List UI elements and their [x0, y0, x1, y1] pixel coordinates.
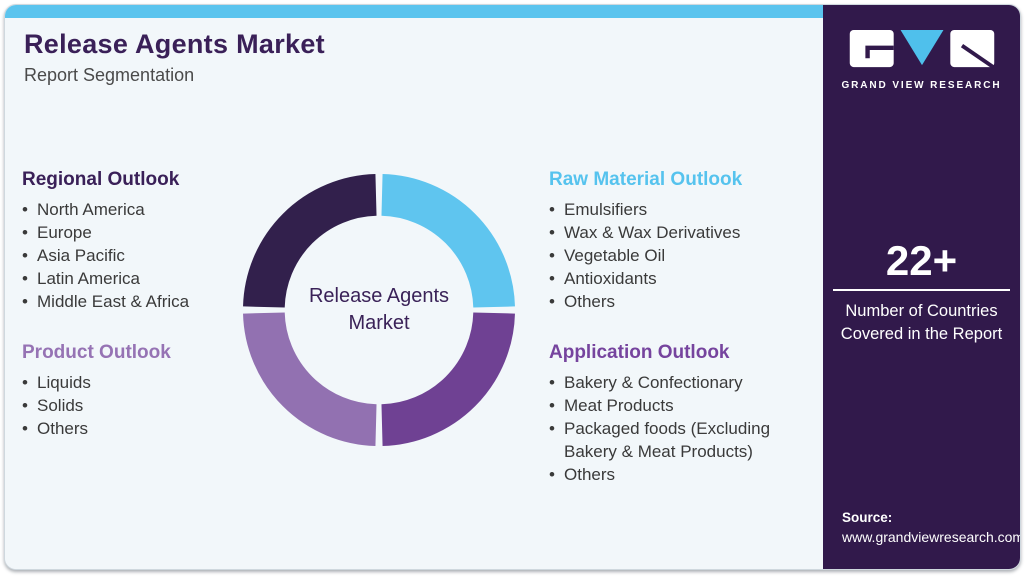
- section-list-product: Liquids Solids Others: [22, 371, 250, 440]
- list-item: Others: [549, 463, 811, 486]
- brand-name: GRAND VIEW RESEARCH: [841, 80, 1002, 91]
- list-item: North America: [22, 198, 250, 221]
- stat-value: 22+: [885, 237, 958, 284]
- list-item: Emulsifiers: [549, 198, 811, 221]
- section-list-application: Bakery & Confectionary Meat Products Pac…: [549, 371, 811, 486]
- list-item: Solids: [22, 394, 250, 417]
- list-item: Liquids: [22, 371, 250, 394]
- page-subtitle: Report Segmentation: [24, 65, 195, 85]
- list-item: Vegetable Oil: [549, 244, 811, 267]
- donut-segment-product: [243, 311, 378, 446]
- brand-logo: GRAND VIEW RESEARCH: [823, 29, 1020, 91]
- gvr-logo-icon: [849, 29, 994, 69]
- donut-segment-regional: [243, 174, 378, 309]
- source-url: www.grandviewresearch.com: [842, 529, 1021, 545]
- source-label: Source:: [842, 510, 893, 525]
- left-column: Regional Outlook North America Europe As…: [22, 168, 250, 440]
- section-application: Application Outlook Bakery & Confectiona…: [549, 341, 811, 486]
- list-item: Others: [549, 290, 811, 313]
- section-title-product: Product Outlook: [22, 342, 171, 363]
- section-title-regional: Regional Outlook: [22, 169, 180, 190]
- donut-chart: Release Agents Market: [240, 171, 518, 449]
- sidebar: GRAND VIEW RESEARCH 22+ Number of Countr…: [823, 5, 1020, 569]
- header: Release Agents Market Report Segmentatio…: [24, 29, 325, 86]
- list-item: Latin America: [22, 267, 250, 290]
- donut-segment-application: [380, 311, 515, 446]
- source-block: Source: www.grandviewresearch.com: [842, 510, 1021, 545]
- countries-stat: 22+ Number of Countries Covered in the R…: [823, 238, 1020, 346]
- section-list-regional: North America Europe Asia Pacific Latin …: [22, 198, 250, 313]
- top-accent-bar: [5, 5, 823, 18]
- donut-segment-raw-material: [380, 174, 515, 309]
- infographic-card: Release Agents Market Report Segmentatio…: [4, 4, 1021, 570]
- list-item: Asia Pacific: [22, 244, 250, 267]
- list-item: Packaged foods (Excluding Bakery & Meat …: [549, 417, 811, 463]
- section-regional: Regional Outlook North America Europe As…: [22, 168, 250, 313]
- section-list-raw-material: Emulsifiers Wax & Wax Derivatives Vegeta…: [549, 198, 811, 313]
- list-item: Europe: [22, 221, 250, 244]
- section-title-application: Application Outlook: [549, 342, 730, 363]
- right-column: Raw Material Outlook Emulsifiers Wax & W…: [549, 168, 811, 486]
- stat-divider: [833, 289, 1010, 291]
- main-panel: Release Agents Market Report Segmentatio…: [5, 5, 823, 569]
- section-raw-material: Raw Material Outlook Emulsifiers Wax & W…: [549, 168, 811, 313]
- donut-rings: [243, 174, 515, 446]
- section-title-raw-material: Raw Material Outlook: [549, 169, 743, 190]
- list-item: Bakery & Confectionary: [549, 371, 811, 394]
- donut-center-label: Release Agents Market: [308, 285, 450, 334]
- stat-caption: Number of Countries Covered in the Repor…: [840, 302, 1003, 343]
- list-item: Wax & Wax Derivatives: [549, 221, 811, 244]
- page-title: Release Agents Market: [24, 29, 325, 59]
- section-product: Product Outlook Liquids Solids Others: [22, 341, 250, 440]
- list-item: Middle East & Africa: [22, 290, 250, 313]
- list-item: Antioxidants: [549, 267, 811, 290]
- list-item: Others: [22, 417, 250, 440]
- list-item: Meat Products: [549, 394, 811, 417]
